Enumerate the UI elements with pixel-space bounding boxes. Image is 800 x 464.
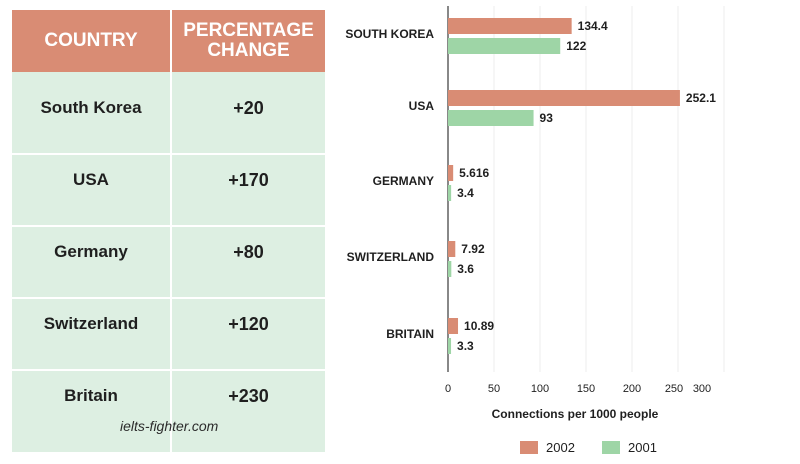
header-country: COUNTRY (44, 30, 138, 51)
country-cell: USA (73, 170, 109, 189)
x-tick-label: 200 (623, 383, 641, 395)
data-label: 7.92 (461, 242, 485, 256)
row-divider (12, 369, 325, 371)
bar-2001 (448, 185, 452, 201)
bar-2002 (448, 165, 454, 181)
data-label: 3.6 (457, 262, 474, 276)
data-label: 5.616 (459, 166, 489, 180)
x-tick-label: 150 (577, 383, 595, 395)
data-label: 93 (540, 111, 554, 125)
category-label: SOUTH KOREA (345, 27, 434, 41)
row-divider (12, 153, 325, 155)
bar-chart: SOUTH KOREA 134.4 122 USA 252.1 93 GERMANY 5.61… (345, 6, 725, 455)
percentage-change-table: COUNTRY PERCENTAGE CHANGE South Korea +2… (12, 10, 325, 452)
data-label: 3.3 (457, 339, 474, 353)
table-row: Switzerland +120 (12, 288, 325, 360)
legend-swatch-2001 (602, 441, 620, 454)
data-label: 252.1 (686, 91, 716, 105)
category-label: SWITZERLAND (347, 250, 435, 264)
x-tick-label: 250 (665, 383, 683, 395)
table-row: USA +170 (12, 144, 325, 216)
header-percentage-change: PERCENTAGE CHANGE (183, 20, 314, 61)
country-cell: Britain (64, 386, 118, 405)
change-cell: +20 (233, 97, 264, 118)
legend-swatch-2002 (520, 441, 538, 454)
legend-label: 2001 (628, 440, 657, 455)
change-cell: +230 (228, 385, 269, 406)
watermark: ielts-fighter.com (120, 418, 219, 434)
table-row: South Korea +20 (12, 72, 325, 144)
country-cell: South Korea (40, 98, 142, 117)
row-divider (12, 225, 325, 227)
bar-2001 (448, 338, 452, 354)
data-label: 10.89 (464, 319, 494, 333)
change-cell: +80 (233, 241, 264, 262)
bar-2002 (448, 18, 572, 34)
country-cell: Switzerland (43, 314, 139, 333)
column-divider (170, 10, 172, 452)
bar-2001 (448, 110, 534, 126)
table-row: Germany +80 (12, 216, 325, 288)
table-row: Britain +230 (12, 360, 325, 432)
category-label: USA (409, 99, 435, 113)
x-tick-label: 0 (445, 383, 451, 395)
data-label: 134.4 (578, 19, 608, 33)
change-cell: +120 (228, 313, 269, 334)
bar-2001 (448, 261, 452, 277)
x-axis-title: Connections per 1000 people (492, 407, 659, 421)
bar-2002 (448, 241, 456, 257)
category-label: GERMANY (373, 174, 434, 188)
country-cell: Germany (54, 242, 128, 261)
x-tick-label: 100 (531, 383, 549, 395)
data-label: 3.4 (457, 186, 474, 200)
category-label: BRITAIN (386, 327, 434, 341)
table-header: COUNTRY PERCENTAGE CHANGE (12, 10, 325, 72)
row-divider (12, 297, 325, 299)
legend-label: 2002 (546, 440, 575, 455)
x-tick-label: 50 (488, 383, 500, 395)
change-cell: +170 (228, 169, 269, 190)
data-label: 122 (566, 39, 586, 53)
x-tick-label: 300 (693, 383, 711, 395)
bar-2002 (448, 318, 459, 334)
bar-2001 (448, 38, 561, 54)
bar-2002 (448, 90, 680, 106)
